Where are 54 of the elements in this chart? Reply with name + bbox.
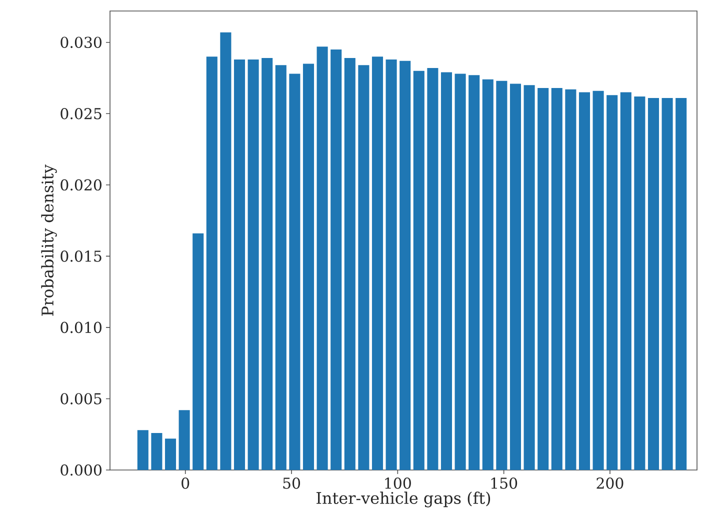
bar (137, 430, 148, 470)
bar (565, 89, 576, 470)
bar (524, 85, 535, 470)
bar (440, 72, 452, 470)
y-tick-label: 0.025 (60, 108, 102, 120)
y-tick-label: 0.000 (60, 464, 102, 476)
bar (262, 58, 273, 470)
bar (468, 75, 480, 470)
bar (330, 49, 342, 470)
bar (192, 233, 204, 470)
bar (234, 59, 246, 470)
bar (220, 32, 232, 470)
bar (592, 90, 604, 470)
y-tick-label: 0.005 (60, 393, 102, 404)
bar (344, 58, 356, 470)
x-tick-label: 150 (491, 478, 518, 489)
y-tick-label: 0.010 (60, 322, 102, 334)
y-tick-label: 0.015 (60, 250, 102, 262)
bar (482, 79, 494, 470)
x-tick-label: 50 (283, 478, 300, 489)
bar (316, 46, 328, 470)
bar (302, 64, 314, 470)
bar (620, 92, 632, 470)
bar (676, 98, 687, 470)
bar (358, 65, 370, 470)
y-axis-title: Probability density (41, 164, 57, 316)
bar (386, 59, 397, 470)
bar (454, 74, 466, 470)
y-tick-label: 0.020 (60, 179, 102, 191)
x-tick-label: 200 (596, 478, 624, 489)
bar (275, 65, 286, 470)
bar (400, 60, 411, 470)
x-axis-title: Inter-vehicle gaps (ft) (316, 492, 490, 508)
x-tick-label: 0 (182, 478, 190, 489)
bar (289, 74, 300, 470)
bar (206, 56, 218, 470)
bar (427, 68, 438, 470)
bar (413, 70, 424, 470)
bar (538, 88, 549, 470)
x-tick-label: 100 (385, 478, 411, 489)
bar (151, 432, 162, 470)
bar (634, 96, 646, 470)
bar (496, 80, 508, 470)
bar (178, 410, 190, 470)
bar (578, 92, 590, 470)
bar (372, 56, 384, 470)
bar (510, 84, 522, 470)
bar (551, 88, 562, 470)
bar (248, 59, 259, 470)
bar (662, 98, 673, 470)
bar (606, 95, 618, 470)
y-tick-label: 0.030 (60, 36, 102, 48)
bar (648, 98, 660, 470)
bar (164, 438, 176, 470)
